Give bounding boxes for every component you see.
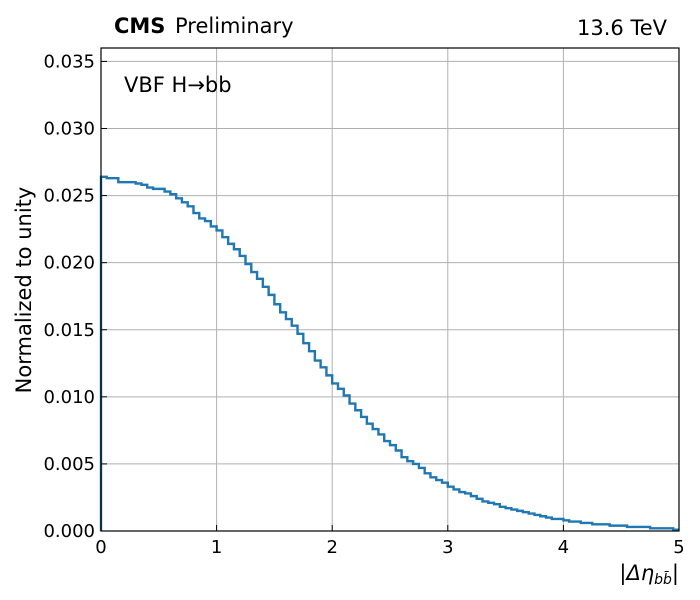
y-tick-label: 0.010 bbox=[43, 387, 95, 408]
x-tick-label: 4 bbox=[558, 537, 569, 558]
x-axis-title-close: | bbox=[672, 561, 679, 586]
y-tick-label: 0.015 bbox=[43, 320, 95, 341]
x-tick-label: 2 bbox=[326, 537, 337, 558]
y-tick-label: 0.000 bbox=[43, 521, 95, 542]
y-tick-label: 0.030 bbox=[43, 119, 95, 140]
energy-label: 13.6 TeV bbox=[577, 16, 668, 40]
x-tick-label: 5 bbox=[673, 537, 684, 558]
x-tick-label: 0 bbox=[95, 537, 106, 558]
status-label: Preliminary bbox=[175, 14, 294, 38]
x-axis-title-sub: b bbox=[654, 572, 663, 588]
x-tick-label: 1 bbox=[211, 537, 222, 558]
x-axis-title: |Δηbb̄| bbox=[619, 561, 679, 588]
y-tick-label: 0.025 bbox=[43, 186, 95, 207]
axis-ticks: 0 1 2 3 4 5 0.000 0.005 0.010 0.015 0.020 0.025 0.03… bbox=[43, 51, 684, 558]
experiment-label: CMS bbox=[114, 14, 165, 38]
x-axis-title-main: |Δη bbox=[619, 561, 654, 586]
y-tick-label: 0.005 bbox=[43, 454, 95, 475]
y-axis-title: Normalized to unity bbox=[12, 187, 36, 394]
y-tick-label: 0.020 bbox=[43, 253, 95, 274]
plot-frame bbox=[100, 47, 680, 532]
x-tick-label: 3 bbox=[442, 537, 453, 558]
process-annotation: VBF H→bb bbox=[124, 73, 232, 97]
y-tick-label: 0.035 bbox=[43, 51, 95, 72]
histogram-step-line bbox=[99, 175, 679, 531]
series-layer bbox=[99, 175, 679, 531]
x-axis-title-sub2: b̄ bbox=[663, 570, 672, 588]
grid-lines bbox=[100, 48, 680, 532]
